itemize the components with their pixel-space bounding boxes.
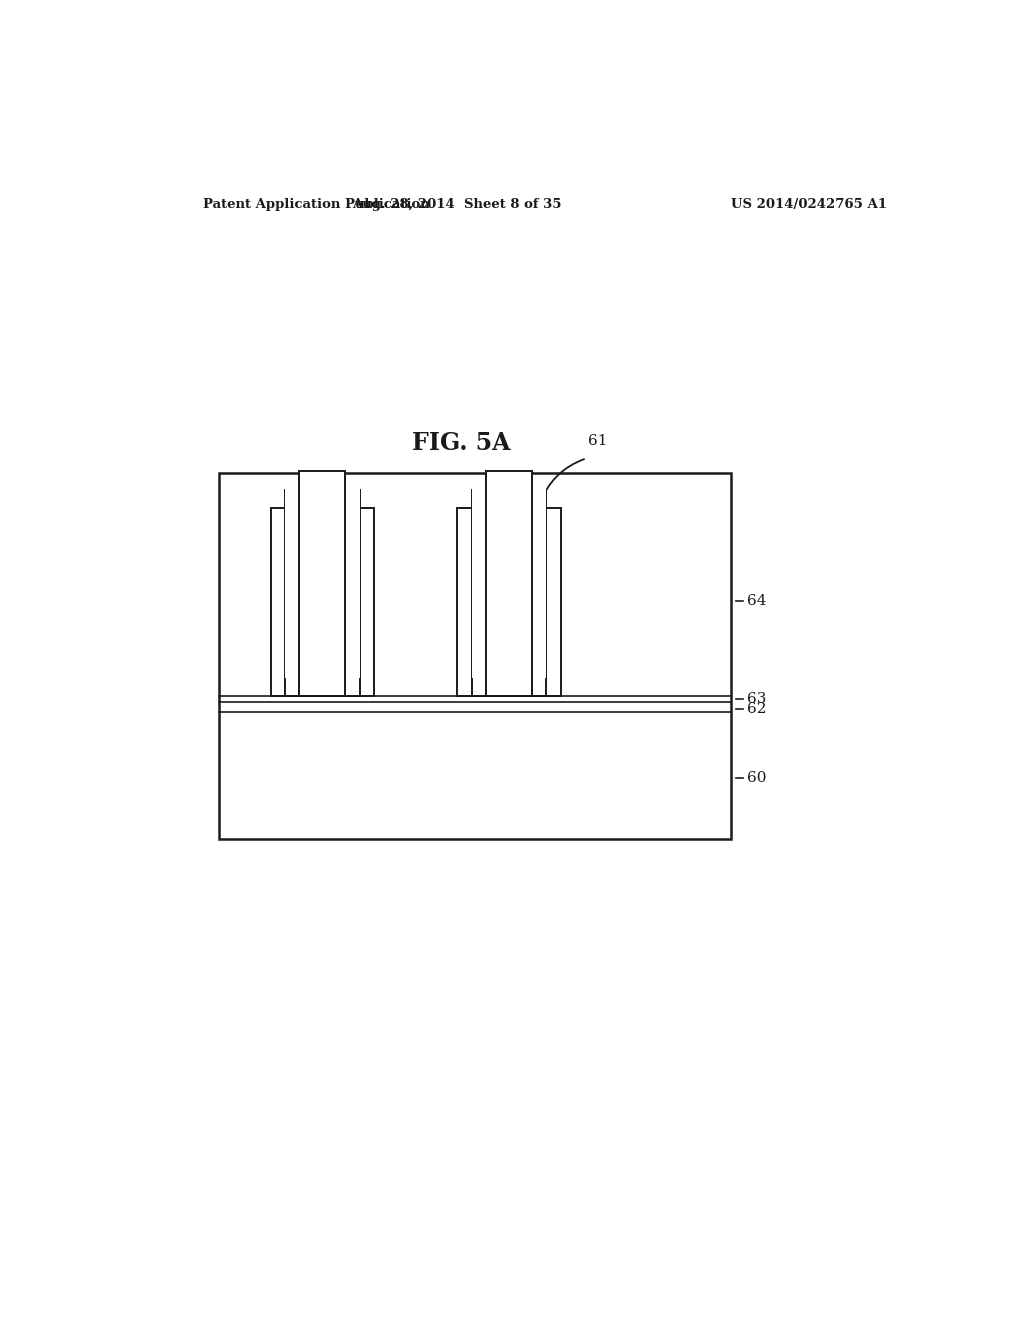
Text: 61: 61 <box>588 434 608 447</box>
Text: 63: 63 <box>748 692 766 706</box>
Bar <box>299 471 345 696</box>
Bar <box>486 471 531 696</box>
Text: FIG. 5A: FIG. 5A <box>412 432 511 455</box>
Text: 60: 60 <box>748 771 767 785</box>
Bar <box>285 479 359 677</box>
Text: Aug. 28, 2014  Sheet 8 of 35: Aug. 28, 2014 Sheet 8 of 35 <box>352 198 562 211</box>
Bar <box>219 474 731 840</box>
Text: 64: 64 <box>748 594 767 607</box>
Bar <box>270 508 374 696</box>
Bar <box>472 490 546 696</box>
Bar <box>472 479 546 677</box>
Bar <box>299 471 345 696</box>
Bar <box>486 471 531 696</box>
Text: 62: 62 <box>748 702 767 717</box>
Bar <box>285 490 359 696</box>
Text: US 2014/0242765 A1: US 2014/0242765 A1 <box>731 198 887 211</box>
Text: Patent Application Publication: Patent Application Publication <box>204 198 430 211</box>
Bar <box>458 508 560 696</box>
